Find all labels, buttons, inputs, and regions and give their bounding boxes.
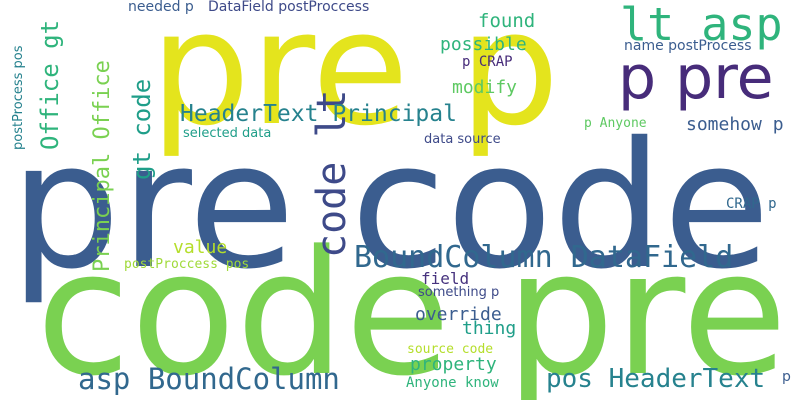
word: CRAP p (726, 197, 777, 211)
word: thing (462, 320, 516, 338)
word: something p (418, 286, 499, 299)
word: found (478, 12, 535, 31)
word: name postProcess (624, 39, 752, 53)
word: p pre (618, 48, 774, 108)
word: postProccess pos (124, 258, 249, 271)
word: value (173, 239, 227, 257)
word: postProcess pos (12, 45, 25, 150)
word: Office gt (38, 20, 62, 150)
word: needed p (128, 0, 194, 14)
word: property (410, 356, 497, 374)
word: data source (424, 133, 501, 146)
word: source code (407, 343, 493, 356)
word: somehow p (686, 116, 784, 134)
word: Principal Office (92, 60, 114, 272)
word: p (782, 370, 791, 384)
word: gt code (130, 79, 154, 180)
word: Anyone know (406, 376, 499, 390)
word: HeaderText Principal (180, 103, 457, 126)
word: p Anyone (584, 117, 647, 130)
word: pos HeaderText (546, 366, 765, 392)
word: asp BoundColumn (78, 365, 340, 394)
word: DataField postProccess (208, 0, 369, 14)
word: possible (440, 36, 527, 54)
word: selected data (183, 127, 271, 140)
word: modify (452, 79, 517, 97)
word: p CRAP (462, 55, 513, 69)
word: BoundColumn DataField (354, 243, 733, 273)
